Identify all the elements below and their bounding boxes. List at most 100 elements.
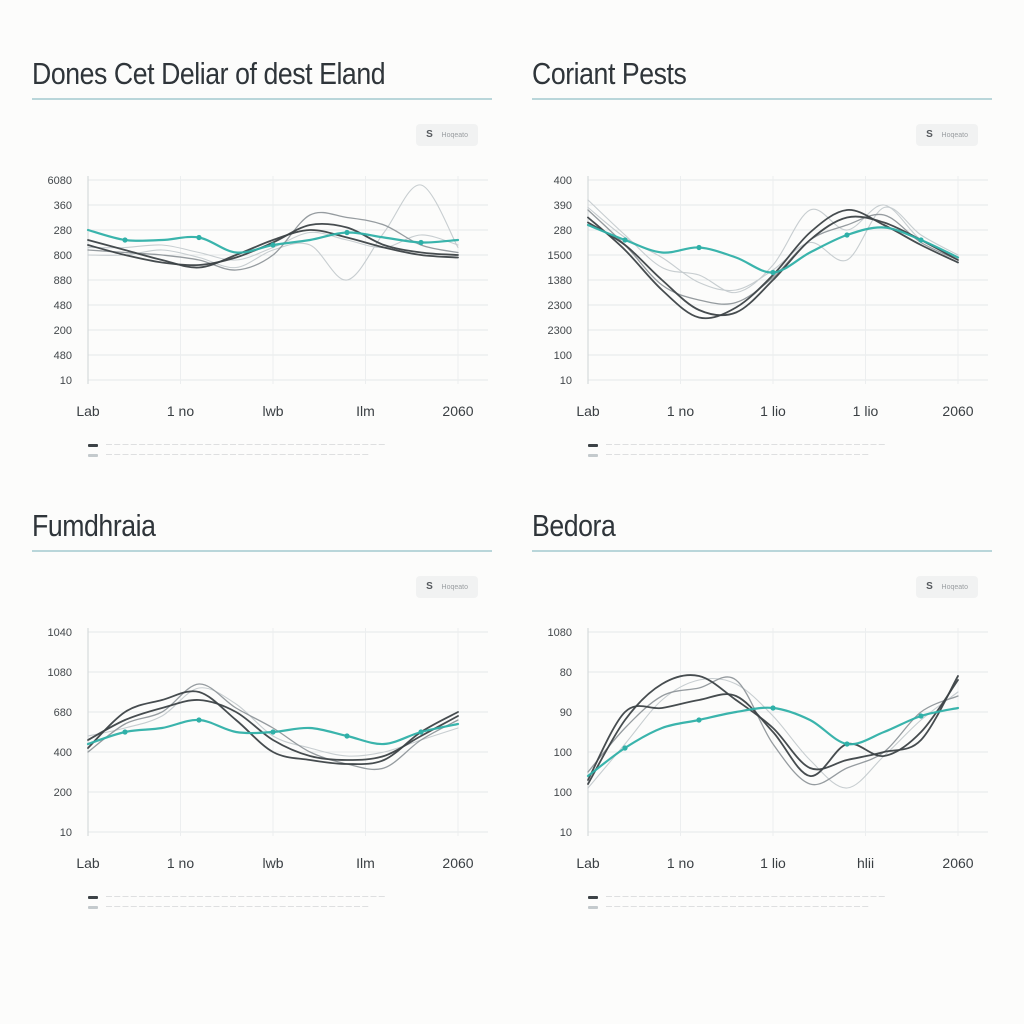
y-tick-label: 280: [54, 225, 72, 237]
series-line: [87, 184, 459, 281]
caption-text: — — — — — — — — — — — — — — — — — — — — …: [106, 894, 386, 900]
series-point: [270, 729, 276, 735]
x-tick-label: lwb: [262, 855, 283, 871]
chart-caption: — — — — — — — — — — — — — — — — — — — — …: [588, 440, 968, 460]
series-point: [122, 729, 128, 735]
y-tick-label: 1080: [48, 667, 72, 679]
y-tick-label: 6080: [48, 175, 72, 187]
series-point: [844, 741, 850, 747]
x-tick-label: 2060: [942, 855, 973, 871]
series-point: [622, 237, 628, 243]
series-line: [87, 687, 459, 757]
series-line: [87, 690, 459, 766]
y-tick-label: 480: [54, 350, 72, 362]
caption-text: — — — — — — — — — — — — — — — — — — — — …: [106, 442, 386, 448]
caption-swatch: [88, 905, 98, 909]
series-line: [587, 677, 959, 789]
y-tick-label: 10: [560, 375, 572, 387]
x-tick-label: hlii: [857, 855, 874, 871]
series-point: [196, 234, 202, 241]
x-tick-label: Lab: [576, 855, 600, 871]
y-tick-label: 200: [54, 787, 72, 799]
line-chart: 400 390 280 1500 1380 2300 2300 100 10 Lab 1 no 1 l…: [548, 175, 988, 419]
y-tick-label: 800: [54, 250, 72, 262]
legend-label: Hoqeato: [941, 132, 968, 139]
y-tick-label: 90: [560, 707, 572, 719]
series-line: [587, 676, 959, 786]
chart-title: Coriant Pests: [532, 56, 687, 91]
x-tick-label: 1 no: [167, 855, 194, 871]
y-tick-label: 360: [54, 200, 72, 212]
caption-swatch: [88, 443, 98, 447]
caption-text: — — — — — — — — — — — — — — — — — — — — …: [106, 904, 369, 910]
caption-text: — — — — — — — — — — — — — — — — — — — — …: [606, 442, 886, 448]
y-tick-label: 10: [560, 827, 572, 839]
y-tick-label: 1040: [48, 627, 72, 639]
y-tick-label: 10: [60, 827, 72, 839]
caption-swatch: [88, 895, 98, 899]
x-tick-label: 1 lio: [760, 403, 786, 419]
y-tick-label: 390: [554, 200, 572, 212]
x-tick-label: Ilm: [356, 403, 375, 419]
series-point: [122, 237, 128, 243]
y-tick-label: 80: [560, 667, 572, 679]
series-line: [87, 683, 459, 771]
y-tick-label: 880: [54, 275, 72, 287]
y-tick-label: 400: [554, 175, 572, 187]
chart-panel: Coriant Pests S Hoqeato 400 390 280 1500 138…: [522, 48, 992, 498]
series-point: [418, 729, 424, 735]
y-tick-label: 400: [54, 747, 72, 759]
series-line: [87, 211, 459, 271]
series-point: [918, 713, 924, 719]
y-tick-label: 10: [60, 375, 72, 387]
series-line: [87, 229, 459, 269]
legend-chip[interactable]: S Hoqeato: [916, 124, 978, 146]
legend-label: Hoqeato: [441, 132, 468, 139]
caption-text: — — — — — — — — — — — — — — — — — — — — …: [606, 894, 886, 900]
y-tick-label: 280: [554, 225, 572, 237]
series-line: [587, 215, 959, 317]
line-chart: 1040 1080 680 400 200 10 Lab 1 no lwb Ilm 2060: [48, 627, 488, 871]
y-tick-label: 1500: [548, 250, 572, 262]
legend-label: Hoqeato: [941, 584, 968, 591]
legend-label: Hoqeato: [441, 584, 468, 591]
series-line: [587, 209, 959, 305]
line-chart: 1080 80 90 100 100 10 Lab 1 no 1 lio hlii 2060: [548, 627, 988, 871]
caption-line: — — — — — — — — — — — — — — — — — — — — …: [588, 892, 968, 902]
chart-caption: — — — — — — — — — — — — — — — — — — — — …: [88, 892, 468, 912]
series-point: [770, 269, 776, 276]
legend-chip[interactable]: S Hoqeato: [916, 576, 978, 598]
caption-swatch: [588, 443, 598, 447]
y-tick-label: 680: [54, 707, 72, 719]
chart-panel: Bedora S Hoqeato 1080 80 90 100 100 10 Lab 1 no…: [522, 500, 992, 950]
title-divider: [32, 550, 492, 552]
x-tick-label: 1 lio: [853, 403, 879, 419]
x-tick-label: Lab: [576, 403, 600, 419]
series-point: [344, 229, 350, 236]
x-tick-label: Lab: [76, 403, 100, 419]
caption-line: — — — — — — — — — — — — — — — — — — — — …: [88, 440, 468, 450]
series-point: [696, 244, 702, 251]
chart-title: Dones Cet Deliar of dest Eland: [32, 56, 386, 91]
series-line: [587, 199, 959, 294]
legend-chip[interactable]: S Hoqeato: [416, 124, 478, 146]
caption-text: — — — — — — — — — — — — — — — — — — — — …: [606, 904, 869, 910]
x-tick-label: 1 no: [667, 855, 694, 871]
y-tick-label: 2300: [548, 325, 572, 337]
y-tick-label: 100: [554, 350, 572, 362]
x-tick-label: lwb: [262, 403, 283, 419]
caption-swatch: [88, 453, 98, 457]
caption-line: — — — — — — — — — — — — — — — — — — — — …: [88, 902, 468, 912]
x-tick-label: Ilm: [356, 855, 375, 871]
x-tick-label: Lab: [76, 855, 100, 871]
caption-line: — — — — — — — — — — — — — — — — — — — — …: [588, 440, 968, 450]
title-divider: [532, 550, 992, 552]
caption-line: — — — — — — — — — — — — — — — — — — — — …: [88, 450, 468, 460]
y-tick-label: 100: [554, 747, 572, 759]
chart-caption: — — — — — — — — — — — — — — — — — — — — …: [588, 892, 968, 912]
legend-key: S: [926, 581, 933, 592]
caption-line: — — — — — — — — — — — — — — — — — — — — …: [588, 450, 968, 460]
y-tick-label: 480: [54, 300, 72, 312]
legend-chip[interactable]: S Hoqeato: [416, 576, 478, 598]
